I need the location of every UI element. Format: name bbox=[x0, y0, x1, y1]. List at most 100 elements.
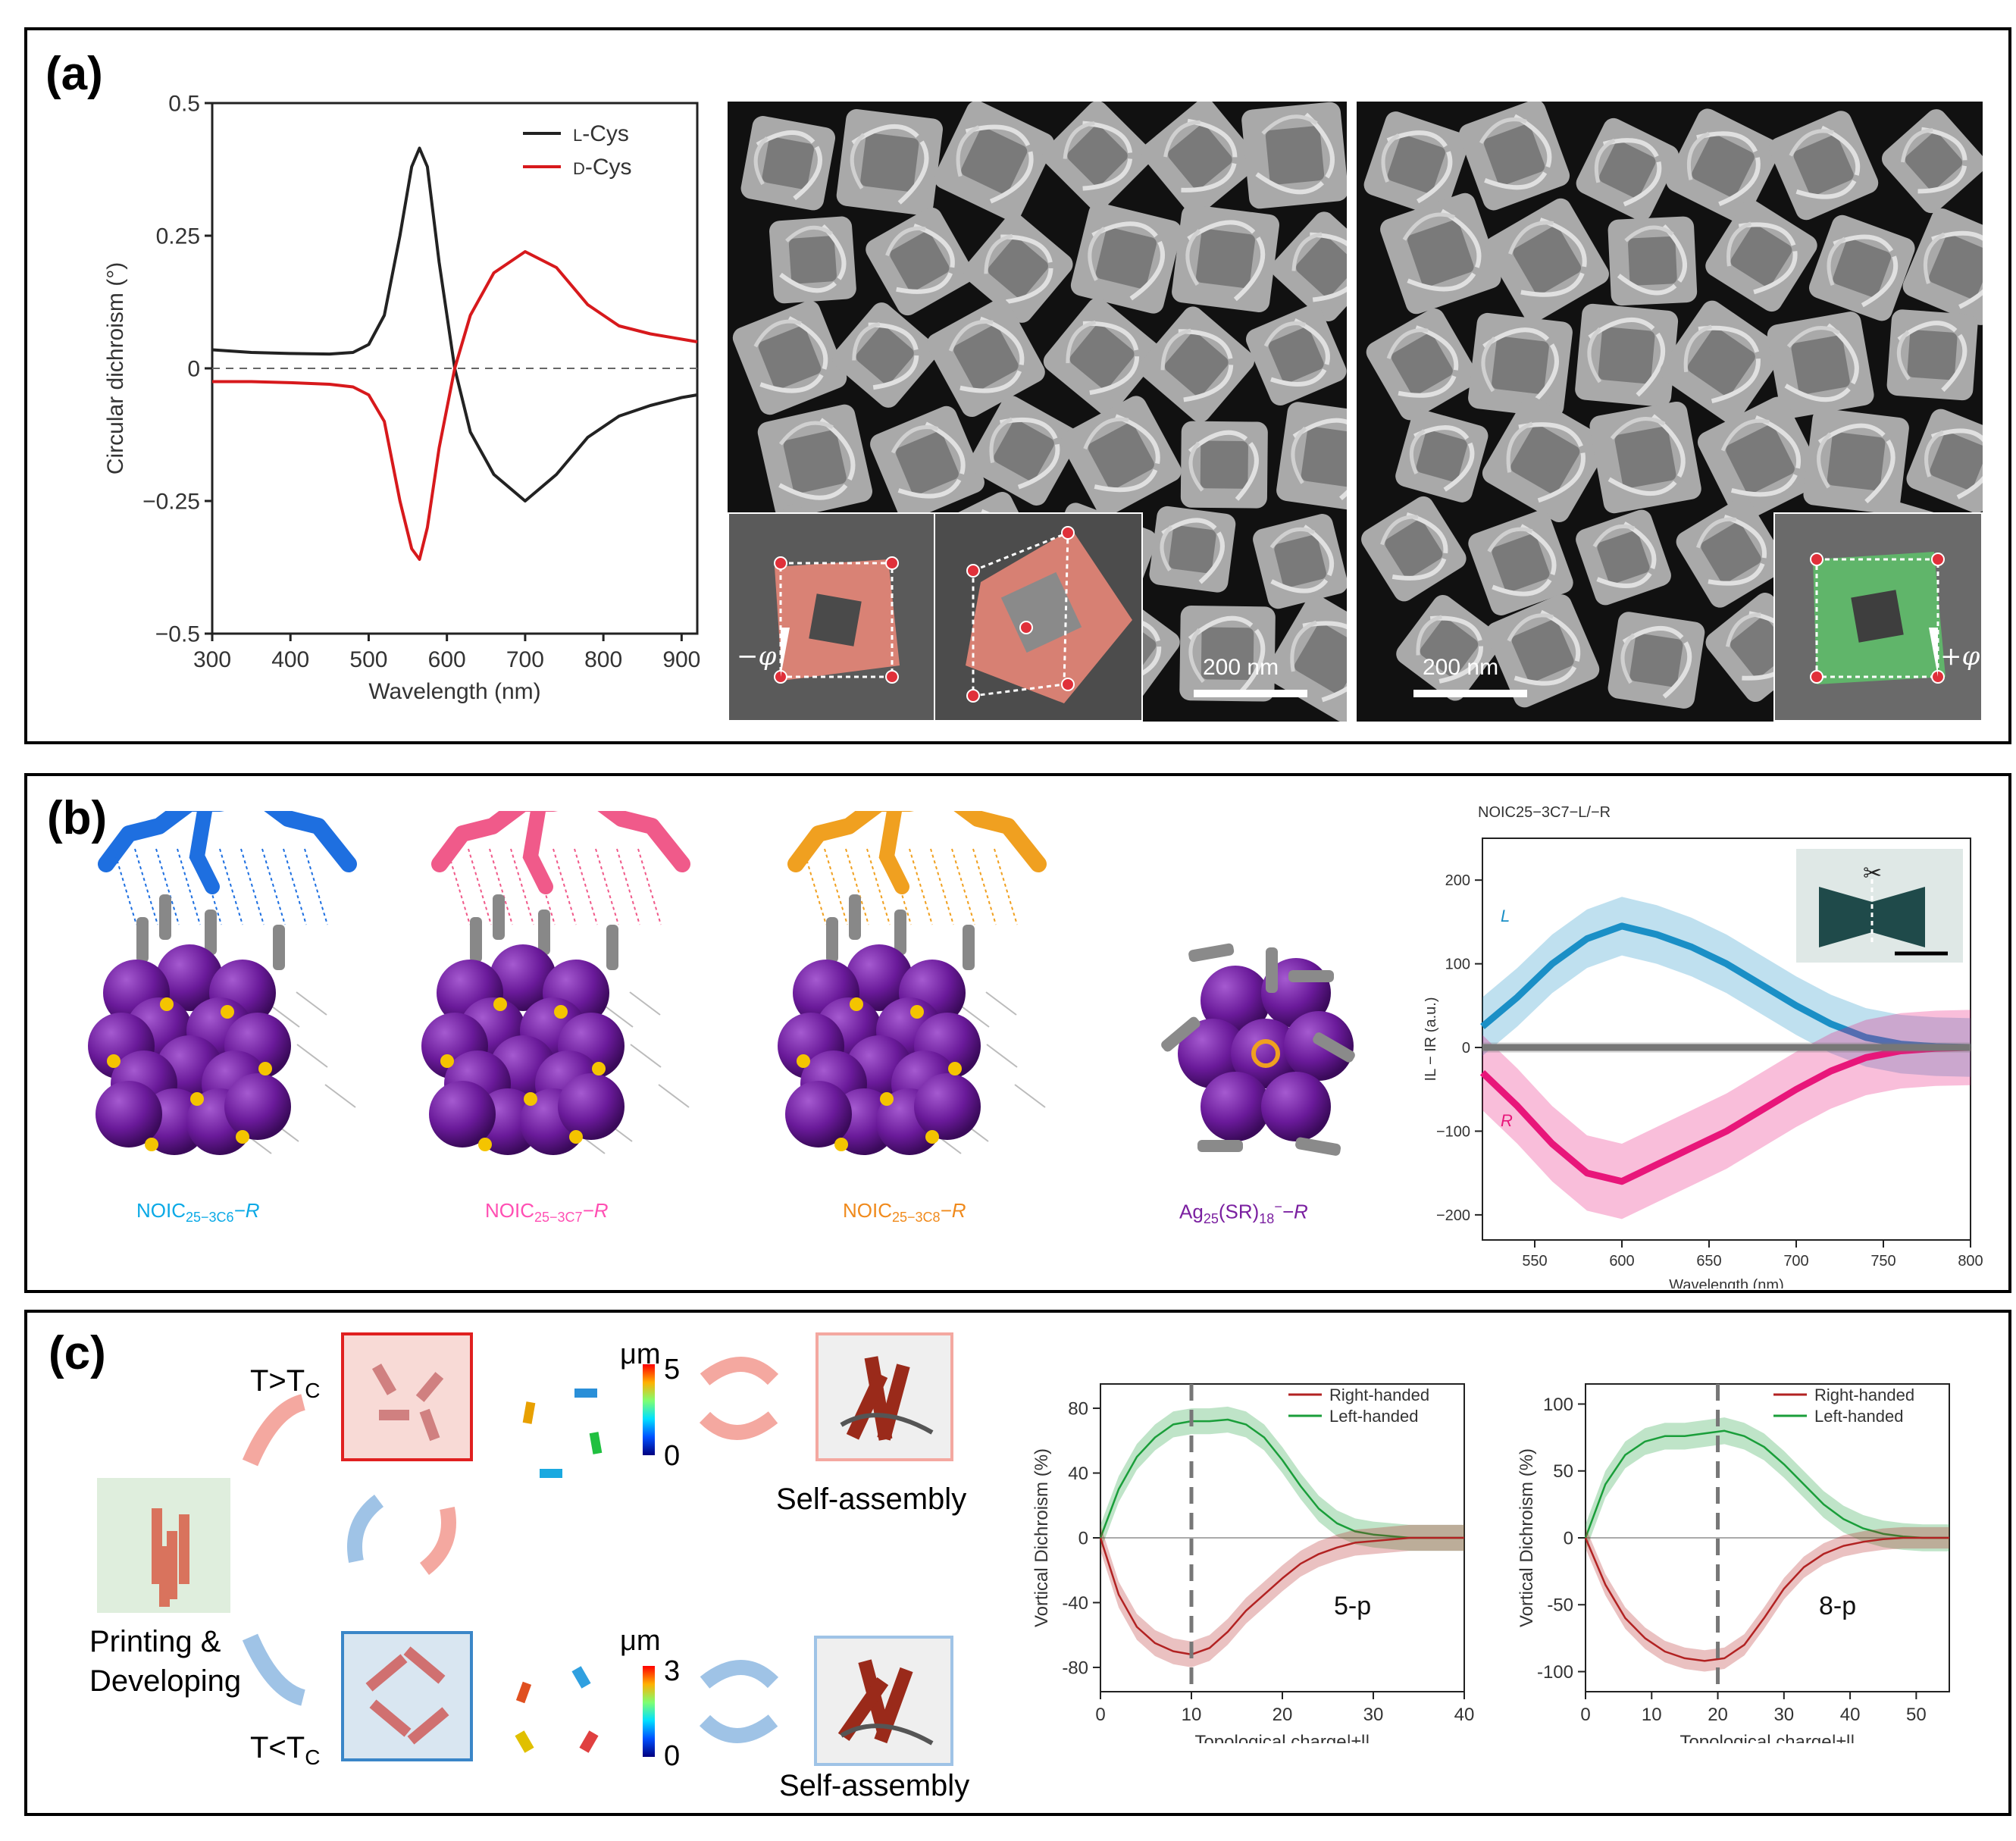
scale-bar-right: 200 nm bbox=[1413, 655, 1527, 697]
nanoparticle bbox=[1902, 208, 1983, 325]
hydrogen-bond bbox=[909, 848, 933, 925]
nanoparticle bbox=[1395, 409, 1489, 503]
cycle-arrow-bottom-1 bbox=[700, 1660, 779, 1689]
nanoparticle bbox=[1705, 199, 1817, 312]
phenyl-ligand bbox=[1295, 1137, 1341, 1156]
y-axis-label: Vortical Dichroism (%) bbox=[1031, 1448, 1052, 1627]
band-right-handed bbox=[1586, 1526, 1949, 1672]
hydrogen-bond bbox=[531, 848, 556, 925]
t-high-label: T>TC bbox=[250, 1364, 321, 1402]
hydrogen-bond bbox=[510, 848, 534, 925]
arrow-down bbox=[242, 1633, 306, 1706]
ag-atom bbox=[914, 1073, 981, 1140]
phenyl-ligand bbox=[1313, 1032, 1355, 1063]
nanoparticle bbox=[1149, 506, 1236, 593]
s-atom bbox=[850, 997, 863, 1011]
nanoparticle bbox=[1485, 198, 1609, 323]
cycle-arrow-bottom-2 bbox=[699, 1714, 778, 1743]
hydrogen-bond bbox=[887, 848, 912, 925]
phenyl-ligand bbox=[136, 917, 149, 963]
nanoparticle bbox=[1803, 408, 1909, 515]
ag-atom bbox=[1284, 1011, 1354, 1081]
series-l bbox=[1480, 922, 1971, 1051]
nanoparticle bbox=[1042, 102, 1153, 211]
s-atom bbox=[592, 1062, 606, 1075]
y-tick-label: 100 bbox=[1445, 957, 1470, 973]
nanoparticle bbox=[1486, 594, 1600, 708]
y-tick-label: 40 bbox=[1068, 1464, 1088, 1484]
x-tick-label: 400 bbox=[271, 647, 309, 672]
nanoparticle bbox=[1060, 396, 1182, 517]
x-tick-label: 700 bbox=[506, 647, 544, 672]
hot-state-box bbox=[341, 1332, 473, 1461]
nanoparticle bbox=[1769, 111, 1879, 221]
x-tick-label: 800 bbox=[584, 647, 622, 672]
ag-atom bbox=[490, 944, 556, 1011]
ligand-chain bbox=[787, 811, 1047, 872]
inset-left-2 bbox=[934, 512, 1143, 722]
nanoparticle bbox=[1607, 612, 1705, 709]
nanoparticle bbox=[1906, 409, 1983, 513]
band-r bbox=[1482, 1010, 1971, 1220]
nanoparticle bbox=[832, 302, 938, 408]
height-map-top bbox=[522, 1389, 603, 1478]
sem-image-right: +φ 200 nm bbox=[1357, 102, 1983, 722]
y-tick-label: 0 bbox=[1564, 1528, 1573, 1548]
cycle-arrow-top-1 bbox=[700, 1357, 779, 1385]
cycle-arrow-top-2 bbox=[699, 1411, 778, 1440]
hydrogen-bond bbox=[972, 848, 997, 925]
nanoparticle bbox=[1459, 102, 1570, 211]
legend-label: Right-handed bbox=[1814, 1385, 1914, 1404]
colorbar-top bbox=[643, 1364, 655, 1455]
ag-atom bbox=[1178, 1019, 1247, 1088]
plot-frame bbox=[1482, 838, 1971, 1241]
hydrogen-bond bbox=[489, 848, 513, 925]
y-tick-label: 0 bbox=[1462, 1040, 1470, 1057]
nanoparticle bbox=[1886, 309, 1978, 401]
x-tick-label: 300 bbox=[193, 647, 231, 672]
s-atom bbox=[440, 1054, 454, 1068]
series-left-handed bbox=[1584, 1429, 1949, 1539]
y-tick-label: -50 bbox=[1547, 1595, 1573, 1616]
s-atom bbox=[797, 1054, 810, 1068]
nanoparticle bbox=[927, 299, 1045, 418]
ag-atom bbox=[846, 944, 913, 1011]
arrow-up bbox=[242, 1394, 306, 1467]
s-atom bbox=[569, 1130, 583, 1144]
inset-left-1: −φ bbox=[728, 512, 937, 722]
x-tick-label: 20 bbox=[1708, 1705, 1728, 1725]
nanoparticle bbox=[1396, 595, 1502, 701]
x-axis-label: Wavelength (nm) bbox=[368, 679, 540, 704]
phenyl-ligand bbox=[826, 917, 838, 963]
ligand-chain bbox=[431, 811, 690, 872]
scale-bar-left: 200 nm bbox=[1194, 655, 1307, 697]
nanoparticle bbox=[1271, 211, 1347, 322]
x-tick-label: 750 bbox=[1870, 1253, 1895, 1270]
series-left-handed bbox=[1099, 1418, 1464, 1539]
series-label-r: R bbox=[1501, 1111, 1513, 1130]
legend-label: Right-handed bbox=[1329, 1385, 1429, 1404]
phenyl-ligand bbox=[470, 917, 482, 963]
y-tick-label: 0 bbox=[187, 357, 200, 382]
ag-atom bbox=[1261, 1072, 1331, 1141]
legend-label: L-Cys bbox=[573, 121, 629, 146]
s-atom bbox=[925, 1130, 939, 1144]
x-tick-label: 30 bbox=[1363, 1705, 1384, 1725]
caption-c8: NOIC25−3C8−R bbox=[843, 1199, 966, 1226]
panel-a-label: (a) bbox=[45, 48, 103, 100]
series-l-cys bbox=[211, 146, 698, 503]
x-tick-label: 700 bbox=[1783, 1253, 1808, 1270]
phenyl-ligand bbox=[849, 894, 861, 940]
nanoparticle bbox=[1366, 308, 1479, 421]
x-axis-label: Topological charge|±l| bbox=[1194, 1732, 1370, 1743]
x-tick-label: 40 bbox=[1454, 1705, 1475, 1725]
caption-c6: NOIC25−3C6−R bbox=[136, 1199, 260, 1226]
hydrogen-bond bbox=[824, 848, 848, 925]
ag-atom bbox=[1231, 1019, 1301, 1088]
hydrogen-bond bbox=[866, 848, 891, 925]
y-axis-label: IL − IR (a.u.) bbox=[1425, 997, 1439, 1082]
pillars bbox=[152, 1508, 189, 1607]
series-r bbox=[1479, 1044, 1971, 1185]
phenyl-ligand bbox=[1197, 1140, 1243, 1152]
hydrogen-bond bbox=[240, 848, 265, 925]
